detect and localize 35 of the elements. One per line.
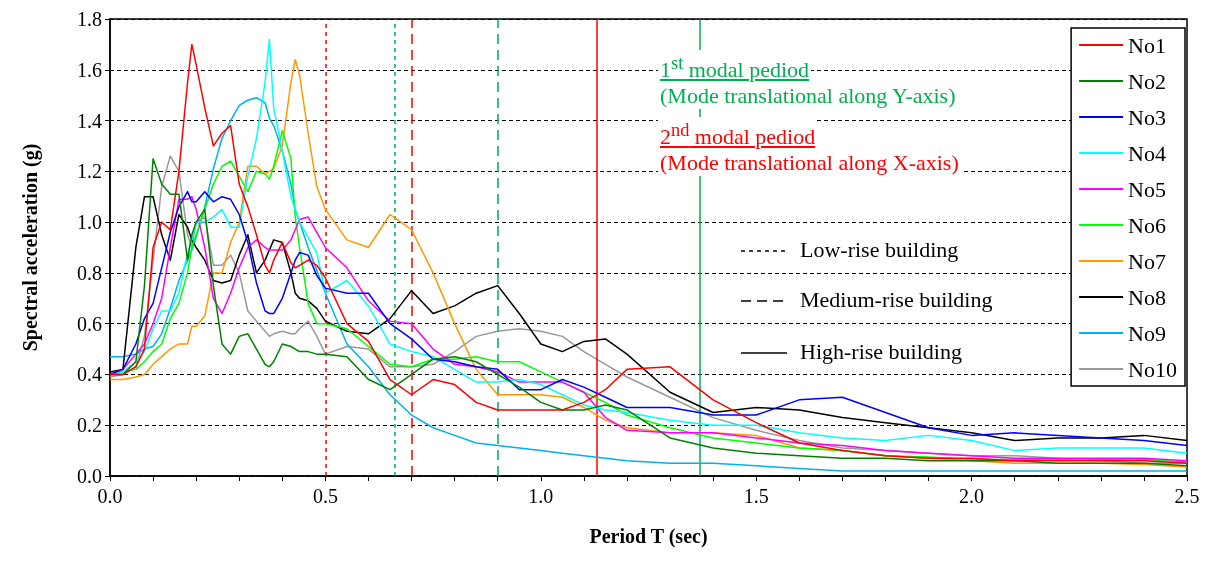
y-tick-label: 1.2 — [77, 160, 102, 183]
legend-label: No1 — [1128, 32, 1166, 58]
y-tick-label: 0.4 — [77, 363, 102, 386]
y-tick-label: 1.0 — [77, 211, 102, 234]
annotation: (Mode translational along Y-axis) — [658, 83, 958, 109]
annotation: (Mode translational along X-axis) — [658, 150, 961, 176]
legend-label: No2 — [1128, 68, 1166, 94]
y-tick-label: 0.6 — [77, 312, 102, 335]
legend-label: No8 — [1128, 284, 1166, 310]
annotation: High-rise building — [800, 339, 962, 365]
legend-label: No7 — [1128, 248, 1166, 274]
y-tick-label: 0.8 — [77, 261, 102, 284]
y-tick-label: 1.4 — [77, 109, 102, 132]
x-tick-label: 2.0 — [959, 485, 985, 507]
y-tick-label: 1.8 — [77, 8, 102, 30]
annotation: 2$^{nd}$ modal pediod — [658, 117, 818, 151]
x-tick-label: 2.5 — [1174, 485, 1200, 507]
y-tick-label: 1.6 — [77, 58, 102, 81]
x-tick-label: 0.0 — [97, 485, 123, 507]
x-tick-label: 1.5 — [743, 485, 769, 507]
x-axis-title: Period T (sec) — [589, 525, 708, 548]
annotation: Medium-rise building — [800, 287, 993, 313]
legend-label: No3 — [1128, 104, 1166, 130]
annotation: 1$^{st}$ modal pediod — [658, 50, 812, 84]
y-axis-title: Spectral acceleration (g) — [19, 143, 42, 352]
legend-label: No10 — [1128, 356, 1177, 382]
legend-label: No6 — [1128, 212, 1166, 238]
x-tick-label: 1.0 — [528, 485, 554, 507]
annotation: Low-rise building — [800, 237, 959, 263]
legend-label: No5 — [1128, 176, 1166, 202]
y-tick-label: 0.2 — [77, 414, 102, 437]
legend-label: No4 — [1128, 140, 1166, 166]
legend-label: No9 — [1128, 320, 1166, 346]
x-tick-label: 0.5 — [312, 485, 338, 507]
y-tick-label: 0.0 — [77, 465, 102, 487]
